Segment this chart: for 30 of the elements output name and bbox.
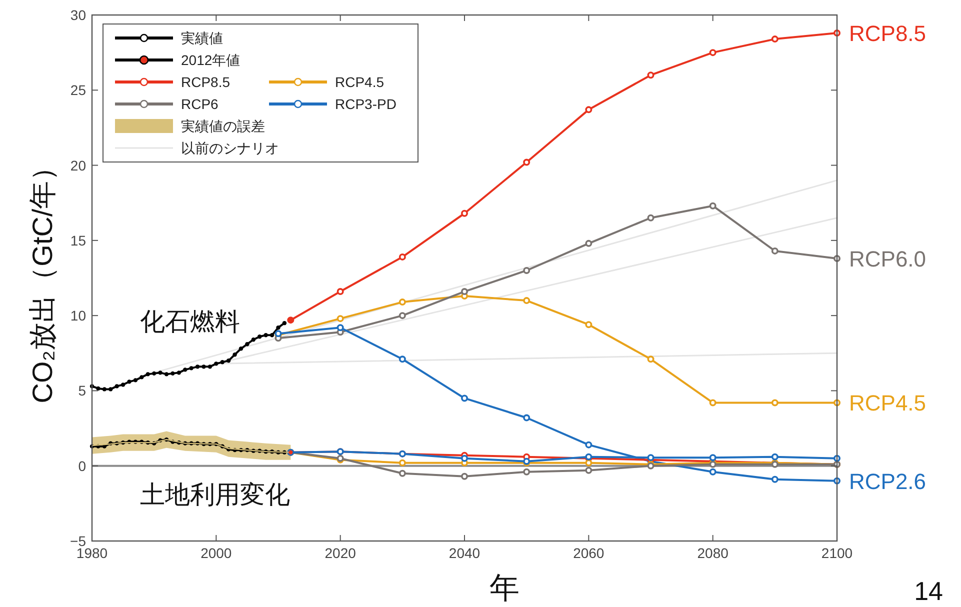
legend-label: RCP4.5 xyxy=(335,74,384,90)
legend-label: RCP3-PD xyxy=(335,96,396,112)
y-tick-label: 0 xyxy=(78,458,86,474)
legend-label: 実績値の誤差 xyxy=(181,118,265,134)
legend-label: 以前のシナリオ xyxy=(181,140,279,156)
legend-label: RCP8.5 xyxy=(181,74,230,90)
text: RCP2.6 xyxy=(849,468,926,494)
x-tick-label: 2080 xyxy=(697,545,729,561)
legend-label: 2012年値 xyxy=(181,52,240,68)
y-tick-label: 5 xyxy=(78,382,86,399)
legend-label: RCP6 xyxy=(181,96,219,112)
legend-label: 実績値 xyxy=(181,30,223,46)
y-tick-label: 25 xyxy=(70,82,86,98)
x-tick-label: 2040 xyxy=(448,545,480,561)
y-tick-label: 10 xyxy=(70,308,86,324)
x-tick-label: 2100 xyxy=(821,545,853,561)
text: RCP4.5 xyxy=(849,390,926,416)
x-tick-label: 2020 xyxy=(324,545,356,561)
annotation: 化石燃料 xyxy=(140,308,240,336)
annotation: 土地利用変化 xyxy=(140,481,290,509)
text: 14 xyxy=(914,576,943,606)
x-axis-title: 年 xyxy=(490,572,520,605)
text: RCP6.0 xyxy=(849,246,926,272)
x-tick-label: 2060 xyxy=(573,545,604,561)
y-axis-title: CO₂放出（GtC/年） xyxy=(27,152,58,404)
x-tick-label: 2000 xyxy=(200,545,232,561)
text: RCP8.5 xyxy=(849,21,926,46)
y-tick-label: 20 xyxy=(70,157,86,174)
y-tick-label: 30 xyxy=(70,7,86,23)
y-tick-label: 15 xyxy=(70,232,86,248)
